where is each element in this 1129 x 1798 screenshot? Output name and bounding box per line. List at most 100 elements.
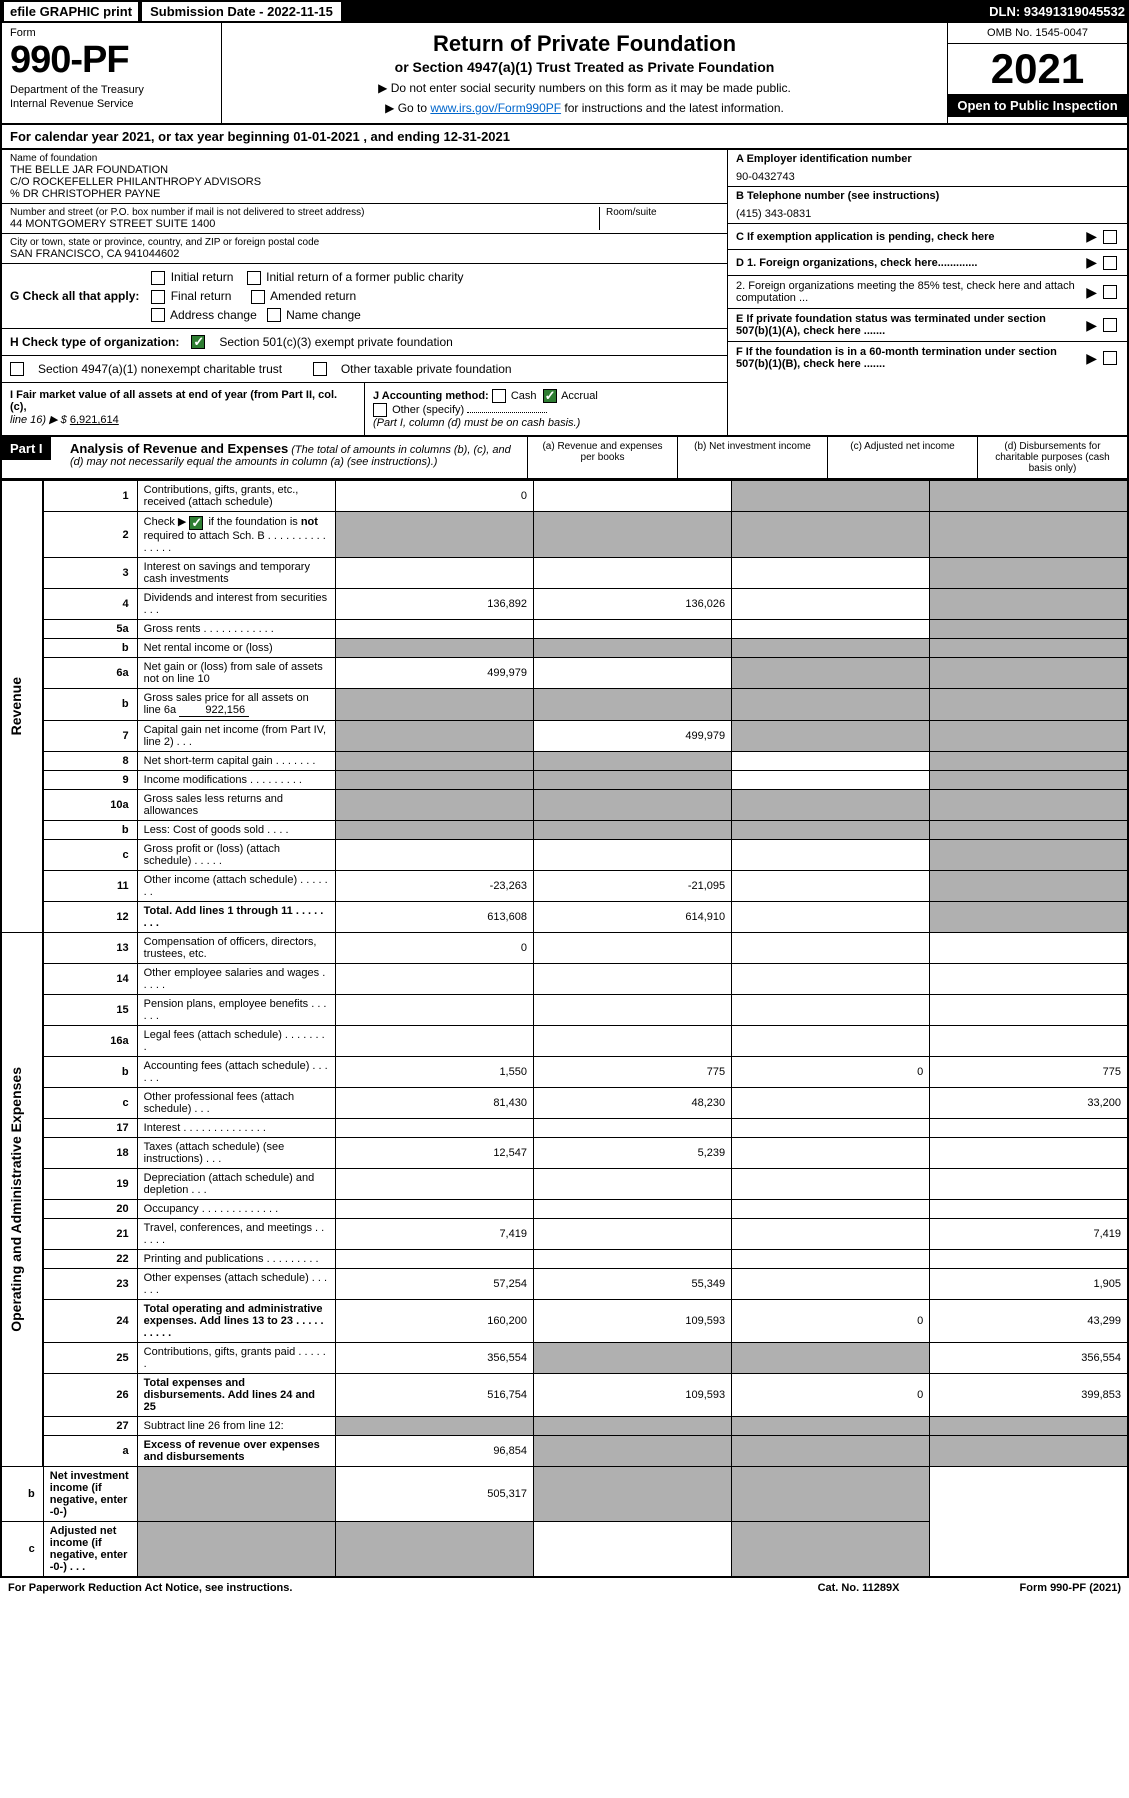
value-cell: 775 [533,1056,731,1087]
row-number: 18 [43,1137,137,1168]
j-note: (Part I, column (d) must be on cash basi… [373,417,580,429]
row-number: 15 [43,994,137,1025]
row-desc: Check ▶ if the foundation is not require… [137,512,335,557]
header-right: OMB No. 1545-0047 2021 Open to Public In… [947,23,1127,123]
addr-change-checkbox[interactable] [151,308,165,322]
other-method-checkbox[interactable] [373,403,387,417]
value-cell [335,839,533,870]
value-cell [930,820,1128,839]
row-number: 5a [43,619,137,638]
submission-date: Submission Date - 2022-11-15 [142,2,341,21]
value-cell [930,789,1128,820]
row-desc: Other income (attach schedule) . . . . .… [137,870,335,901]
row-number: b [43,820,137,839]
value-cell [732,994,930,1025]
header-center: Return of Private Foundation or Section … [222,23,947,123]
g-initial-former: Initial return of a former public charit… [266,270,463,284]
row-desc: Less: Cost of goods sold . . . . [137,820,335,839]
row-number: 22 [43,1249,137,1268]
value-cell [732,657,930,688]
value-cell [732,1168,930,1199]
i-label: I Fair market value of all assets at end… [10,389,337,413]
g-initial: Initial return [171,270,234,284]
row-desc: Net short-term capital gain . . . . . . … [137,751,335,770]
value-cell [533,932,731,963]
value-cell [533,1249,731,1268]
c-checkbox[interactable] [1103,230,1117,244]
row-desc: Interest . . . . . . . . . . . . . . [137,1118,335,1137]
row-desc: Income modifications . . . . . . . . . [137,770,335,789]
row-desc: Subtract line 26 from line 12: [137,1416,335,1435]
d1-checkbox[interactable] [1103,256,1117,270]
value-cell [732,588,930,619]
j-label: J Accounting method: [373,390,489,402]
value-cell [533,751,731,770]
final-return-checkbox[interactable] [151,290,165,304]
row-number: 16a [43,1025,137,1056]
d1-check: D 1. Foreign organizations, check here..… [728,250,1127,276]
f-checkbox[interactable] [1103,351,1117,365]
501c3-checkbox[interactable] [191,335,205,349]
info-right: A Employer identification number 90-0432… [727,150,1127,435]
value-cell [335,789,533,820]
value-cell [930,1435,1128,1466]
value-cell [335,1416,533,1435]
row-number: 11 [43,870,137,901]
value-cell [533,657,731,688]
value-cell [335,820,533,839]
f-check: F If the foundation is in a 60-month ter… [728,342,1127,374]
value-cell [533,1521,731,1577]
row-desc: Excess of revenue over expenses and disb… [137,1435,335,1466]
g-check-row: G Check all that apply: Initial return I… [2,264,727,329]
tax-year: 2021 [948,44,1127,94]
j-section: J Accounting method: Cash Accrual Other … [365,383,727,435]
name-change-checkbox[interactable] [267,308,281,322]
other-taxable-checkbox[interactable] [313,362,327,376]
value-cell [732,1435,930,1466]
cash-checkbox[interactable] [492,389,506,403]
c-check: C If exemption application is pending, c… [728,224,1127,250]
row-desc: Occupancy . . . . . . . . . . . . . [137,1199,335,1218]
row-number: 25 [43,1342,137,1373]
value-cell [533,1118,731,1137]
efile-label[interactable]: efile GRAPHIC print [4,2,138,21]
room-label: Room/suite [606,207,719,218]
e-checkbox[interactable] [1103,318,1117,332]
table-row: 14Other employee salaries and wages . . … [1,963,1128,994]
amended-return-checkbox[interactable] [251,290,265,304]
g-label: G Check all that apply: [10,289,139,303]
value-cell: 96,854 [335,1435,533,1466]
table-row: 3Interest on savings and temporary cash … [1,557,1128,588]
accrual-checkbox[interactable] [543,389,557,403]
initial-former-checkbox[interactable] [247,271,261,285]
row-number: b [43,688,137,720]
value-cell [930,1118,1128,1137]
calendar-year: For calendar year 2021, or tax year begi… [0,125,1129,150]
table-row: 15Pension plans, employee benefits . . .… [1,994,1128,1025]
row-desc: Net gain or (loss) from sale of assets n… [137,657,335,688]
table-row: 19Depreciation (attach schedule) and dep… [1,1168,1128,1199]
row-desc: Total expenses and disbursements. Add li… [137,1373,335,1416]
note2-post: for instructions and the latest informat… [564,101,783,115]
value-cell: 516,754 [335,1373,533,1416]
g-amended: Amended return [270,289,356,303]
initial-return-checkbox[interactable] [151,271,165,285]
4947-checkbox[interactable] [10,362,24,376]
value-cell [930,1199,1128,1218]
j-accrual: Accrual [561,390,598,402]
table-row: cAdjusted net income (if negative, enter… [1,1521,1128,1577]
schb-checkbox[interactable] [189,516,203,530]
value-cell: 0 [335,932,533,963]
value-cell: 48,230 [533,1087,731,1118]
value-cell [533,1416,731,1435]
irs-link[interactable]: www.irs.gov/Form990PF [430,101,561,115]
value-cell [930,657,1128,688]
expenses-label: Operating and Administrative Expenses [8,1067,24,1332]
value-cell [732,789,930,820]
value-cell [930,932,1128,963]
table-row: 23Other expenses (attach schedule) . . .… [1,1268,1128,1299]
row-desc: Other employee salaries and wages . . . … [137,963,335,994]
value-cell [335,688,533,720]
value-cell [533,994,731,1025]
d2-checkbox[interactable] [1103,285,1117,299]
